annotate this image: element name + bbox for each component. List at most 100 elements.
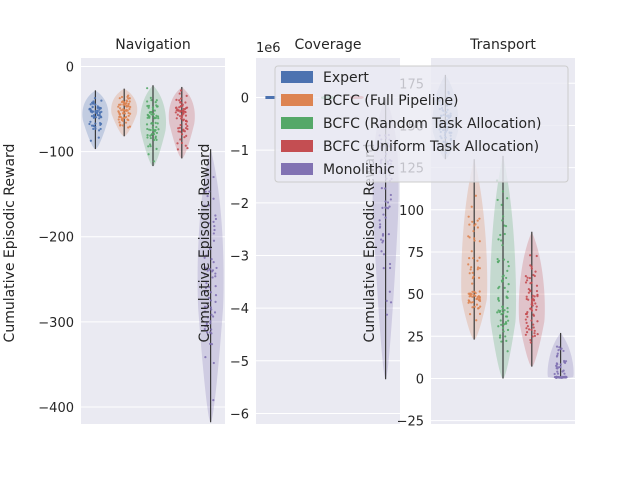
transport-bcfc-uniform-task-allocation-point	[530, 281, 533, 284]
transport-bcfc-random-task-allocation-point	[507, 319, 510, 322]
transport-bcfc-uniform-task-allocation-point	[535, 284, 539, 287]
coverage-monolithic-point	[384, 216, 387, 219]
navigation-title: Navigation	[115, 37, 191, 53]
transport-bcfc-full-pipeline-point	[471, 282, 474, 285]
navigation-bcfc-full-pipeline-point	[119, 123, 122, 126]
transport-y-tick-label: 25	[407, 330, 424, 345]
navigation-bcfc-full-pipeline-point	[128, 100, 131, 103]
transport-monolithic-point	[562, 369, 565, 372]
navigation-bcfc-full-pipeline-point	[127, 114, 130, 117]
transport-bcfc-uniform-task-allocation-point	[529, 307, 532, 310]
navigation-expert-point	[93, 97, 97, 100]
transport-bcfc-full-pipeline-point	[473, 239, 476, 242]
navigation-monolithic-point	[211, 276, 214, 279]
navigation-monolithic-point	[213, 224, 216, 228]
navigation-bcfc-uniform-task-allocation-point	[186, 147, 189, 150]
navigation-bcfc-random-task-allocation-point	[151, 126, 154, 129]
transport-bcfc-uniform-task-allocation-point	[532, 273, 535, 277]
transport-bcfc-uniform-task-allocation-point	[524, 275, 527, 278]
navigation-monolithic-point	[205, 254, 208, 257]
transport-monolithic-point	[559, 363, 562, 366]
transport-bcfc-random-task-allocation-point	[500, 239, 503, 242]
transport-bcfc-uniform-task-allocation-point	[525, 312, 528, 315]
navigation-bcfc-full-pipeline-point	[129, 105, 132, 109]
navigation-bcfc-uniform-task-allocation-point	[181, 119, 185, 122]
navigation-bcfc-uniform-task-allocation-point	[179, 89, 183, 92]
transport-bcfc-full-pipeline-point	[476, 219, 479, 222]
transport-bcfc-uniform-task-allocation-point	[528, 276, 532, 280]
navigation-bcfc-uniform-task-allocation-point	[176, 142, 179, 145]
coverage-monolithic-point	[389, 198, 392, 201]
transport-bcfc-full-pipeline-point	[467, 292, 470, 295]
navigation-bcfc-full-pipeline-point	[117, 105, 120, 108]
transport-monolithic-point	[565, 375, 568, 378]
navigation-monolithic-point	[212, 239, 216, 242]
legend-label-uniform-task-allocation: BCFC (Uniform Task Allocation)	[323, 139, 539, 155]
navigation-monolithic-point	[212, 261, 215, 264]
transport-monolithic-point	[555, 345, 559, 348]
transport-bcfc-random-task-allocation-point	[507, 265, 510, 268]
coverage-monolithic-point	[387, 233, 390, 236]
transport-bcfc-full-pipeline-point	[478, 298, 481, 301]
navigation-expert-point	[97, 129, 101, 132]
coverage-title: Coverage	[294, 37, 361, 53]
transport-y-tick-label: −25	[397, 415, 424, 430]
navigation-monolithic-point	[205, 324, 208, 327]
transport-bcfc-random-task-allocation-point	[504, 225, 508, 228]
legend-label-full-pipeline: BCFC (Full Pipeline)	[323, 93, 459, 109]
navigation-bcfc-full-pipeline-point	[119, 116, 123, 119]
transport-bcfc-random-task-allocation-point	[504, 335, 507, 338]
navigation-monolithic-point	[209, 291, 212, 294]
transport-bcfc-full-pipeline-point	[475, 297, 478, 301]
transport-bcfc-random-task-allocation-point	[501, 244, 504, 247]
navigation-monolithic-point	[208, 268, 211, 271]
navigation-monolithic-point	[214, 272, 217, 275]
navigation-expert-point	[92, 110, 95, 113]
transport-bcfc-random-task-allocation-point	[502, 330, 505, 333]
navigation-monolithic-point	[209, 322, 212, 325]
navigation-bcfc-uniform-task-allocation-point	[185, 106, 188, 110]
transport-monolithic-point	[556, 352, 559, 355]
navigation-bcfc-uniform-task-allocation-point	[177, 109, 180, 112]
transport-bcfc-full-pipeline-point	[471, 271, 474, 274]
coverage-monolithic-point	[380, 250, 383, 253]
transport-bcfc-uniform-task-allocation-point	[526, 310, 529, 314]
transport-monolithic-point	[559, 348, 562, 351]
transport-bcfc-random-task-allocation-point	[502, 274, 505, 277]
navigation-monolithic-point	[206, 316, 210, 319]
navigation-bcfc-full-pipeline-point	[120, 118, 124, 122]
transport-bcfc-full-pipeline-point	[468, 295, 471, 298]
coverage-monolithic-point	[382, 267, 385, 270]
navigation-bcfc-full-pipeline-point	[128, 125, 132, 128]
transport-bcfc-full-pipeline-point	[470, 205, 473, 208]
transport-bcfc-random-task-allocation-point	[503, 286, 506, 289]
navigation-bcfc-full-pipeline-point	[126, 109, 129, 112]
legend-frame	[274, 65, 569, 183]
navigation-monolithic-point	[204, 190, 207, 193]
transport-bcfc-full-pipeline-point	[470, 293, 473, 296]
navigation-expert-point	[90, 115, 94, 118]
navigation-bcfc-uniform-task-allocation-point	[179, 138, 182, 141]
legend-swatch-monolithic	[281, 163, 313, 175]
navigation-bcfc-random-task-allocation-point	[155, 131, 159, 135]
transport-bcfc-full-pipeline-point	[472, 230, 475, 233]
transport-bcfc-full-pipeline-point	[470, 266, 473, 269]
navigation-y-tick-label: −100	[38, 146, 74, 161]
navigation-bcfc-uniform-task-allocation-point	[174, 111, 177, 114]
panel-navigation: 0 −100 −200 −300 −400 Navigation Cumulative …	[2, 37, 225, 424]
legend-item-random-task-allocation: BCFC (Random Task Allocation)	[281, 116, 541, 132]
navigation-bcfc-full-pipeline-point	[118, 112, 122, 116]
transport-bcfc-random-task-allocation-point	[497, 325, 500, 328]
transport-bcfc-uniform-task-allocation-point	[525, 331, 529, 334]
transport-bcfc-full-pipeline-point	[467, 215, 470, 218]
navigation-bcfc-full-pipeline-point	[118, 97, 121, 100]
navigation-bcfc-uniform-task-allocation-point	[179, 130, 182, 133]
transport-bcfc-full-pipeline-point	[471, 295, 474, 298]
navigation-bcfc-random-task-allocation-point	[154, 101, 157, 104]
transport-monolithic-point	[555, 362, 558, 365]
navigation-expert-point	[94, 125, 97, 129]
legend-swatch-uniform-task-allocation	[281, 140, 313, 152]
navigation-monolithic-point	[212, 175, 215, 179]
navigation-y-tick-label: −300	[38, 316, 74, 331]
navigation-bcfc-full-pipeline-point	[127, 126, 130, 129]
